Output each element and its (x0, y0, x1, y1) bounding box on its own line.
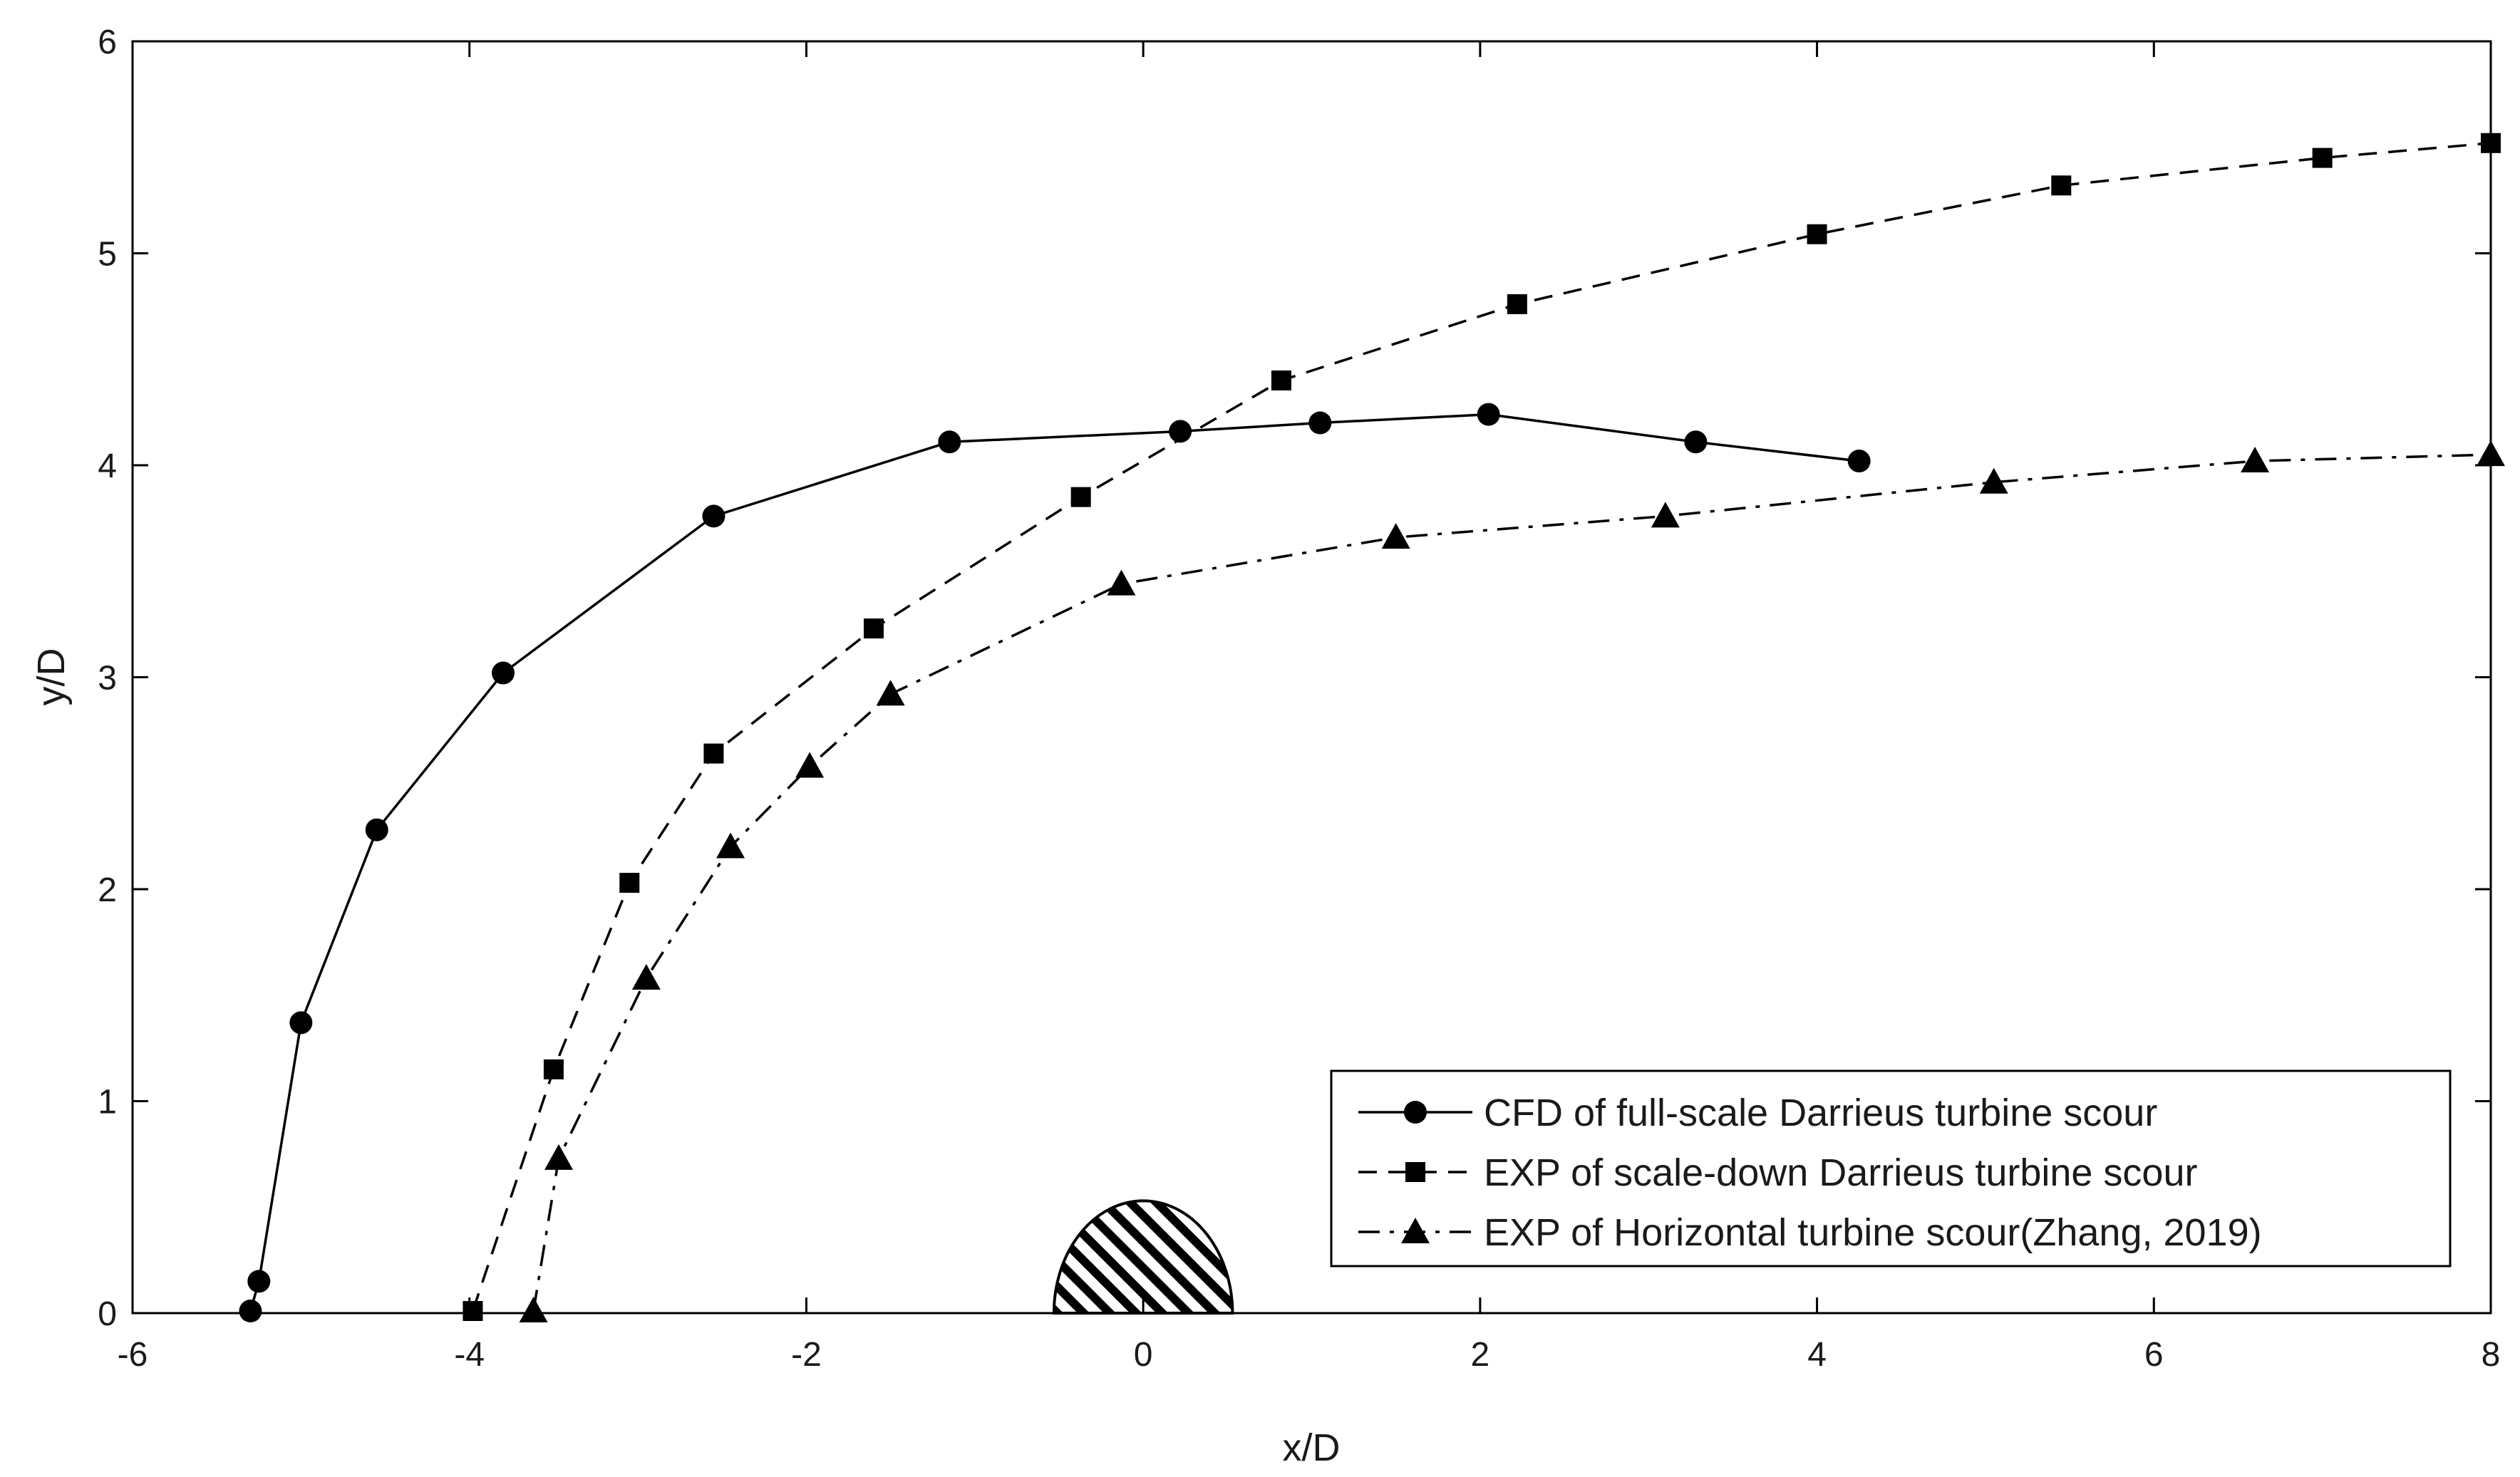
series-1-point-1 (239, 1300, 262, 1323)
y-tick-label: 5 (98, 236, 117, 274)
legend-marker-3 (1401, 1218, 1430, 1243)
series-2-point-1 (463, 1301, 483, 1322)
x-tick-label: 0 (1134, 1336, 1153, 1374)
legend-entries: CFD of full-scale Darrieus turbine scour… (1358, 1092, 2262, 1254)
series-1-point-10 (1477, 403, 1500, 426)
series-1-point-6 (702, 504, 725, 528)
series-1-point-7 (938, 430, 961, 454)
legend-label-2: EXP of scale-down Darrieus turbine scour (1484, 1151, 2197, 1194)
annotation-layer (1052, 1199, 1234, 1315)
hatched-semicircle-1 (1052, 1199, 1234, 1315)
series-2-point-5 (863, 618, 884, 639)
series-2-line (471, 142, 2491, 1312)
series-2-point-3 (619, 873, 640, 893)
legend-marker-1 (1404, 1101, 1427, 1124)
y-axis-label: y/D (30, 648, 73, 706)
series-1-point-11 (1684, 430, 1708, 454)
legend-entry-1: CFD of full-scale Darrieus turbine scour (1358, 1092, 2157, 1134)
series-1-point-3 (289, 1011, 313, 1035)
y-tick-label: 0 (98, 1295, 117, 1333)
series-3-point-11 (2241, 447, 2270, 473)
series-3-point-4 (716, 832, 745, 859)
y-axis-ticks: 0 1 2 3 4 5 6 (98, 24, 2491, 1333)
series-3-point-9 (1651, 502, 1680, 528)
y-tick-label: 4 (98, 447, 117, 485)
y-tick-label: 2 (98, 871, 117, 909)
series-1-line (249, 413, 1859, 1312)
series-3-point-1 (519, 1297, 548, 1323)
legend-box (1330, 1069, 2452, 1268)
series-3-point-2 (544, 1144, 573, 1170)
series-3-point-3 (631, 963, 661, 990)
x-tick-label: -6 (118, 1336, 148, 1374)
series-2-point-7 (1271, 370, 1291, 390)
series-1-point-12 (1847, 450, 1871, 473)
series-2-point-6 (1070, 487, 1091, 507)
x-tick-label: 2 (1471, 1336, 1490, 1374)
series-1 (239, 403, 1871, 1323)
series-3-point-10 (1979, 467, 2008, 494)
x-tick-label: -2 (791, 1336, 822, 1374)
series-2-point-10 (2051, 175, 2072, 196)
y-tick-label: 6 (98, 24, 117, 61)
series-3-point-5 (795, 752, 825, 778)
series-2-point-4 (703, 743, 724, 764)
series-2-point-9 (1807, 224, 1827, 244)
series-layer (239, 133, 2505, 1323)
legend-label-1: CFD of full-scale Darrieus turbine scour (1484, 1092, 2157, 1134)
legend: CFD of full-scale Darrieus turbine scour… (1330, 1069, 2452, 1268)
series-1-point-9 (1308, 411, 1332, 435)
legend-label-3: EXP of Horizontal turbine scour(Zhang, 2… (1484, 1211, 2262, 1254)
series-1-point-5 (491, 661, 515, 685)
series-2-point-11 (2312, 147, 2333, 168)
y-tick-label: 1 (98, 1084, 117, 1121)
series-1-point-2 (247, 1270, 271, 1293)
x-tick-label: 4 (1807, 1336, 1827, 1374)
series-3-point-8 (1381, 523, 1410, 549)
legend-marker-2 (1405, 1162, 1425, 1182)
series-3-point-7 (1107, 569, 1136, 596)
x-tick-label: 8 (2482, 1336, 2501, 1374)
legend-entry-2: EXP of scale-down Darrieus turbine scour (1358, 1151, 2197, 1194)
y-tick-label: 3 (98, 660, 117, 698)
x-axis-ticks: -6 -4 -2 0 2 4 6 8 (118, 41, 2501, 1374)
x-axis-label: x/D (1283, 1426, 1341, 1469)
series-2 (463, 133, 2501, 1322)
x-tick-label: -4 (454, 1336, 485, 1374)
series-1-point-4 (365, 818, 388, 841)
series-2-point-2 (543, 1059, 564, 1079)
legend-entry-3: EXP of Horizontal turbine scour(Zhang, 2… (1358, 1211, 2262, 1254)
series-3-line (532, 453, 2491, 1312)
x-tick-label: 6 (2144, 1336, 2164, 1374)
series-3-point-6 (876, 680, 905, 706)
series-2-point-8 (1507, 294, 1527, 314)
